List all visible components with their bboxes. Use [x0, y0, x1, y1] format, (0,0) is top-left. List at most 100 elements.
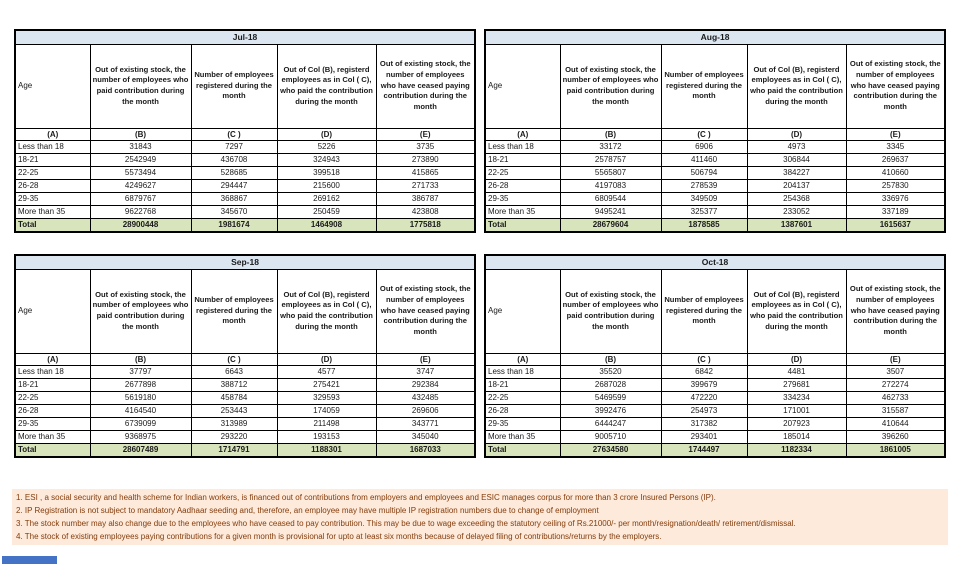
value-cell: 329593 — [276, 390, 377, 405]
value-cell: 324943 — [276, 152, 377, 167]
value-cell: 399518 — [276, 165, 377, 180]
value-cell: 257830 — [845, 178, 946, 193]
value-cell: 472220 — [660, 390, 748, 405]
total-label-cell: Total — [484, 442, 561, 458]
table-row: 29-35 6879767 368867 269162 386787 — [14, 191, 476, 206]
table-row: 29-35 6739099 313989 211498 343771 — [14, 416, 476, 431]
value-cell: 4577 — [276, 364, 377, 379]
column-header: Out of existing stock, the number of emp… — [559, 268, 662, 354]
column-header: Out of existing stock, the number of emp… — [559, 43, 662, 129]
value-cell: 171001 — [746, 403, 847, 418]
value-cell: 6444247 — [559, 416, 662, 431]
age-group-cell: Less than 18 — [14, 364, 91, 379]
value-cell: 207923 — [746, 416, 847, 431]
age-group-cell: 18-21 — [484, 377, 561, 392]
value-cell: 37797 — [89, 364, 192, 379]
column-header: Number of employees registered during th… — [660, 43, 748, 129]
table-row: 18-21 2677898 388712 275421 292384 — [14, 377, 476, 392]
value-cell: 315587 — [845, 403, 946, 418]
column-letter: (A) — [484, 127, 561, 141]
total-value-cell: 1615637 — [845, 217, 946, 233]
total-label-cell: Total — [14, 442, 91, 458]
age-group-cell: 26-28 — [14, 178, 91, 193]
column-letter: (D) — [746, 127, 847, 141]
total-value-cell: 28679604 — [559, 217, 662, 233]
tables-grid: Jul-18 Age Out of existing stock, the numb… — [14, 29, 947, 458]
column-letter: (D) — [746, 352, 847, 366]
value-cell: 271733 — [375, 178, 476, 193]
value-cell: 528685 — [190, 165, 278, 180]
value-cell: 336976 — [845, 191, 946, 206]
value-cell: 215600 — [276, 178, 377, 193]
age-group-cell: More than 35 — [484, 429, 561, 444]
value-cell: 254973 — [660, 403, 748, 418]
value-cell: 345040 — [375, 429, 476, 444]
value-cell: 9495241 — [559, 204, 662, 219]
value-cell: 35520 — [559, 364, 662, 379]
value-cell: 415865 — [375, 165, 476, 180]
value-cell: 343771 — [375, 416, 476, 431]
total-value-cell: 28900448 — [89, 217, 192, 233]
total-value-cell: 1878585 — [660, 217, 748, 233]
column-header: Out of existing stock, the number of emp… — [375, 43, 476, 129]
column-header: Number of employees registered during th… — [190, 268, 278, 354]
value-cell: 388712 — [190, 377, 278, 392]
age-group-cell: 29-35 — [484, 191, 561, 206]
age-group-cell: 18-21 — [14, 152, 91, 167]
column-letter: (E) — [375, 127, 476, 141]
value-cell: 411460 — [660, 152, 748, 167]
column-header: Out of existing stock, the number of emp… — [375, 268, 476, 354]
footnotes-block: 1. ESI , a social security and health sc… — [12, 489, 948, 545]
table-row: More than 35 9495241 325377 233052 337189 — [484, 204, 946, 219]
value-cell: 4481 — [746, 364, 847, 379]
value-cell: 5619180 — [89, 390, 192, 405]
column-letter: (C ) — [190, 352, 278, 366]
table-row: 26-28 3992476 254973 171001 315587 — [484, 403, 946, 418]
total-value-cell: 27634580 — [559, 442, 662, 458]
value-cell: 272274 — [845, 377, 946, 392]
table-row: 26-28 4164540 253443 174059 269606 — [14, 403, 476, 418]
value-cell: 7297 — [190, 139, 278, 154]
value-cell: 279681 — [746, 377, 847, 392]
total-row: Total 28607489 1714791 1188301 1687033 — [14, 442, 476, 458]
column-letter: (B) — [89, 352, 192, 366]
table-row: 18-21 2687028 399679 279681 272274 — [484, 377, 946, 392]
value-cell: 253443 — [190, 403, 278, 418]
value-cell: 233052 — [746, 204, 847, 219]
value-cell: 9005710 — [559, 429, 662, 444]
age-group-cell: Less than 18 — [484, 364, 561, 379]
value-cell: 31843 — [89, 139, 192, 154]
age-group-cell: 18-21 — [14, 377, 91, 392]
total-row: Total 28679604 1878585 1387601 1615637 — [484, 217, 946, 233]
total-row: Total 28900448 1981674 1464908 1775818 — [14, 217, 476, 233]
value-cell: 399679 — [660, 377, 748, 392]
value-cell: 410644 — [845, 416, 946, 431]
month-table-sep-18: Sep-18 Age Out of existing stock, the numb… — [14, 254, 477, 458]
value-cell: 396260 — [845, 429, 946, 444]
total-value-cell: 1188301 — [276, 442, 377, 458]
column-letter: (E) — [845, 127, 946, 141]
column-letter: (A) — [484, 352, 561, 366]
column-letter: (C ) — [660, 352, 748, 366]
value-cell: 269606 — [375, 403, 476, 418]
footnote-4: 4. The stock of existing employees payin… — [16, 532, 662, 541]
value-cell: 6906 — [660, 139, 748, 154]
table-slot-aug: Aug-18 Age Out of existing stock, the numb… — [484, 29, 947, 233]
column-header: Age — [484, 43, 561, 129]
total-label-cell: Total — [484, 217, 561, 233]
column-letter: (D) — [276, 127, 377, 141]
total-value-cell: 1464908 — [276, 217, 377, 233]
table-row: Less than 18 35520 6842 4481 3507 — [484, 364, 946, 379]
value-cell: 306844 — [746, 152, 847, 167]
age-group-cell: 29-35 — [14, 416, 91, 431]
value-cell: 313989 — [190, 416, 278, 431]
value-cell: 6739099 — [89, 416, 192, 431]
table-row: 22-25 5565807 506794 384227 410660 — [484, 165, 946, 180]
value-cell: 462733 — [845, 390, 946, 405]
value-cell: 6879767 — [89, 191, 192, 206]
value-cell: 334234 — [746, 390, 847, 405]
total-label-cell: Total — [14, 217, 91, 233]
value-cell: 6842 — [660, 364, 748, 379]
sheet-tab-fragment[interactable] — [2, 556, 57, 564]
value-cell: 2687028 — [559, 377, 662, 392]
